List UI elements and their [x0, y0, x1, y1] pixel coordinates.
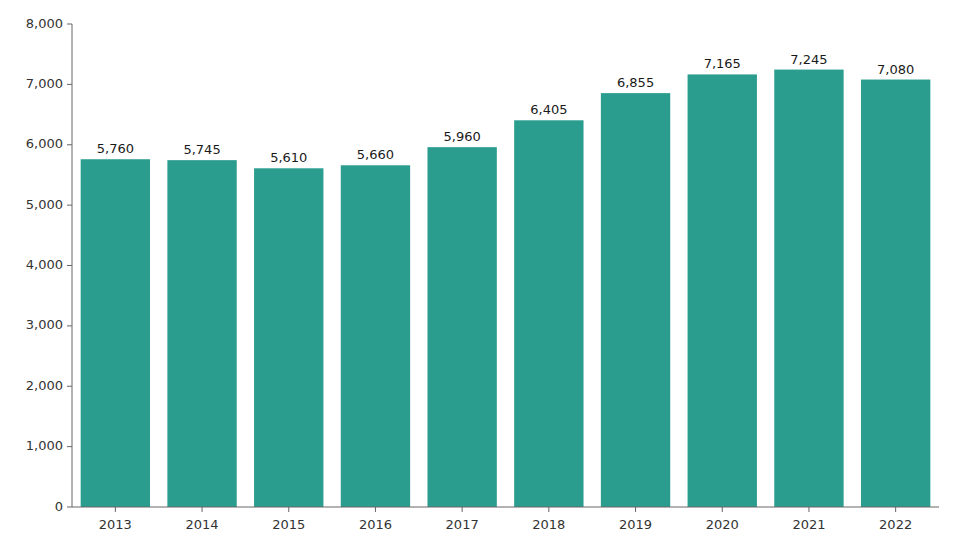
data-label: 7,165	[704, 56, 741, 71]
data-labels: 5,760 5,745 5,610 5,660 5,960 6,405 6,855 7,165…	[97, 52, 915, 166]
x-axis-line	[72, 507, 939, 508]
y-tick	[67, 265, 72, 266]
x-tick	[808, 507, 809, 512]
y-tick-label: 8,000	[26, 16, 63, 31]
data-label: 5,660	[357, 147, 394, 162]
bar	[774, 70, 843, 507]
chart-container: 0 1,000 2,000 3,000 4,000 5,000 6,000 7,000 8,00…	[0, 0, 959, 559]
y-tick-label: 7,000	[26, 76, 63, 91]
x-tick-label: 2014	[186, 517, 219, 532]
data-label: 5,610	[270, 150, 307, 165]
x-tick	[895, 507, 896, 512]
bar	[688, 74, 757, 507]
x-tick	[722, 507, 723, 512]
x-tick	[202, 507, 203, 512]
x-tick-label: 2013	[99, 517, 132, 532]
data-label: 6,855	[617, 75, 654, 90]
chart-svg: 0 1,000 2,000 3,000 4,000 5,000 6,000 7,000 8,00…	[0, 0, 959, 559]
x-tick	[115, 507, 116, 512]
y-tick	[67, 325, 72, 326]
y-tick-label: 3,000	[26, 317, 63, 332]
y-tick	[67, 84, 72, 85]
y-tick	[67, 144, 72, 145]
x-tick	[288, 507, 289, 512]
x-tick-label: 2019	[619, 517, 652, 532]
x-tick-label: 2016	[359, 517, 392, 532]
y-tick-label: 4,000	[26, 257, 63, 272]
x-tick	[548, 507, 549, 512]
bar	[254, 168, 323, 507]
y-tick-label: 1,000	[26, 438, 63, 453]
x-axis: 2013 2014 2015 2016 2017 2018 2019 2020 2021 2022	[99, 507, 912, 532]
y-axis: 0 1,000 2,000 3,000 4,000 5,000 6,000 7,000 8,00…	[26, 16, 72, 514]
y-tick	[67, 446, 72, 447]
bar	[341, 165, 410, 507]
y-tick	[67, 24, 72, 25]
y-axis-line	[72, 24, 73, 507]
data-label: 7,245	[790, 52, 827, 67]
x-tick-label: 2018	[532, 517, 565, 532]
y-tick	[67, 507, 72, 508]
x-tick-label: 2015	[272, 517, 305, 532]
y-tick-label: 5,000	[26, 197, 63, 212]
x-tick	[375, 507, 376, 512]
x-tick-label: 2017	[446, 517, 479, 532]
bar	[601, 93, 670, 507]
y-tick-label: 0	[55, 499, 63, 514]
x-tick-label: 2022	[879, 517, 912, 532]
data-label: 7,080	[877, 62, 914, 77]
bar	[861, 80, 930, 507]
y-tick	[67, 205, 72, 206]
data-label: 5,745	[183, 142, 220, 157]
bar	[167, 160, 236, 507]
data-label: 6,405	[530, 102, 567, 117]
bars	[81, 70, 931, 507]
data-label: 5,760	[97, 141, 134, 156]
x-tick-label: 2020	[706, 517, 739, 532]
bar	[81, 159, 150, 507]
bar	[427, 147, 496, 507]
y-tick-label: 6,000	[26, 136, 63, 151]
x-tick	[635, 507, 636, 512]
y-tick-label: 2,000	[26, 378, 63, 393]
bar	[514, 120, 583, 507]
x-tick-label: 2021	[792, 517, 825, 532]
data-label: 5,960	[444, 129, 481, 144]
y-tick	[67, 386, 72, 387]
x-tick	[462, 507, 463, 512]
